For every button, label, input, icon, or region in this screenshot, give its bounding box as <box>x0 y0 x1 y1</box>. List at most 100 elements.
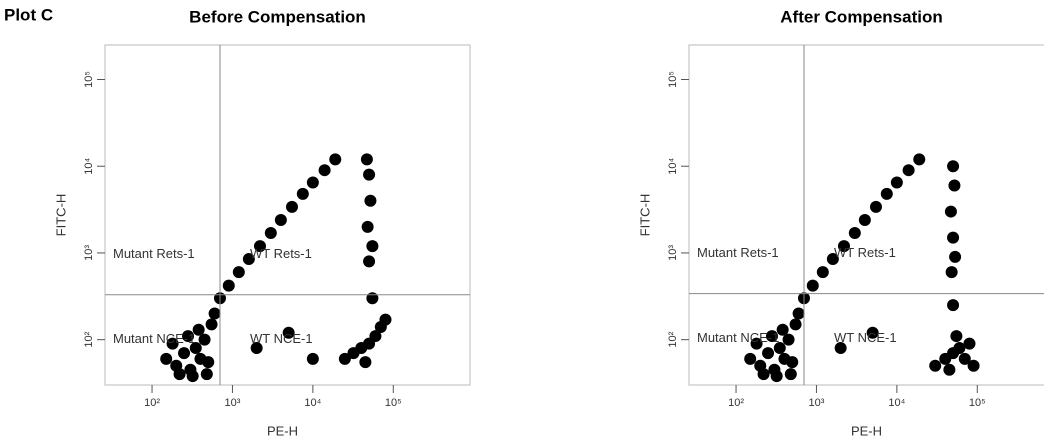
data-point <box>200 368 213 381</box>
data-point <box>253 240 266 253</box>
data-point <box>890 176 903 189</box>
panel-label: Plot C <box>4 5 53 24</box>
data-point <box>178 347 191 360</box>
data-point <box>902 164 915 177</box>
x-tick-label: 10² <box>144 397 160 409</box>
data-point <box>816 266 829 279</box>
y-axis-label: FITC-H <box>637 194 652 237</box>
y-axis-label: FITC-H <box>53 194 68 237</box>
x-tick-label: 10⁴ <box>304 397 321 409</box>
data-point <box>189 342 202 355</box>
x-tick-label: 10⁵ <box>385 397 402 409</box>
data-point <box>379 313 392 326</box>
data-point <box>947 160 960 173</box>
data-point <box>929 359 942 372</box>
y-tick-label: 10⁴ <box>83 157 95 174</box>
data-point <box>160 352 173 365</box>
data-point <box>306 176 319 189</box>
data-point <box>948 179 961 192</box>
y-tick-label: 10³ <box>83 245 95 261</box>
x-tick-label: 10⁵ <box>969 397 986 409</box>
data-point <box>789 318 802 331</box>
data-point <box>757 368 770 381</box>
data-point <box>765 330 778 343</box>
quadrant-label: Mutant Rets-1 <box>113 246 195 261</box>
data-point <box>784 368 797 381</box>
x-tick-label: 10² <box>728 397 744 409</box>
plot-frame <box>104 44 471 386</box>
y-tick-label: 10⁵ <box>83 71 95 88</box>
data-point <box>967 359 980 372</box>
data-point <box>944 205 957 218</box>
data-point <box>361 220 374 233</box>
data-point <box>222 279 235 292</box>
data-point <box>826 253 839 266</box>
data-point <box>792 307 805 320</box>
quadrant-label: WT NCE-1 <box>834 330 897 345</box>
y-tick-label: 10² <box>83 331 95 347</box>
data-point <box>837 240 850 253</box>
y-tick-label: 10⁵ <box>667 71 679 88</box>
x-axis-label: PE-H <box>267 423 298 438</box>
data-point <box>338 352 351 365</box>
data-point <box>762 347 775 360</box>
data-point <box>773 342 786 355</box>
y-tick-label: 10³ <box>667 245 679 261</box>
data-point <box>953 342 966 355</box>
quadrant-label: WT Rets-1 <box>250 246 312 261</box>
quadrant-label: Mutant NCE-1 <box>697 330 779 345</box>
data-point <box>359 356 372 369</box>
data-point <box>869 200 882 213</box>
data-point <box>834 342 847 355</box>
data-point <box>202 356 215 369</box>
data-point <box>232 266 245 279</box>
data-point <box>945 266 958 279</box>
x-tick-label: 10³ <box>808 397 824 409</box>
data-point <box>205 318 218 331</box>
plot: After Compensation PE-H FITC-H 10² 10³ 10⁴ 10⁵… <box>637 7 1044 438</box>
plot-frame <box>688 44 1044 386</box>
data-point <box>947 231 960 244</box>
quadrant-label: WT NCE-1 <box>250 331 313 346</box>
data-point <box>913 153 926 166</box>
data-point <box>329 153 342 166</box>
data-point <box>250 342 263 355</box>
data-point <box>958 352 971 365</box>
chart-title: After Compensation <box>780 7 942 26</box>
data-point <box>364 194 377 207</box>
quadrant-label: Mutant Rets-1 <box>697 245 779 260</box>
data-point <box>192 323 205 336</box>
data-point <box>880 187 893 200</box>
data-point <box>363 168 376 181</box>
data-point <box>173 368 186 381</box>
data-point <box>366 240 379 253</box>
data-point <box>866 326 879 339</box>
data-point <box>274 213 287 226</box>
data-point <box>949 250 962 263</box>
x-tick-label: 10³ <box>224 397 240 409</box>
data-point <box>782 333 795 346</box>
data-point <box>858 213 871 226</box>
data-point <box>744 352 757 365</box>
data-point <box>264 226 277 239</box>
chart-title: Before Compensation <box>189 7 366 26</box>
data-point <box>282 326 295 339</box>
data-point <box>242 253 255 266</box>
data-point <box>198 333 211 346</box>
data-point <box>366 292 379 305</box>
data-point <box>360 153 373 166</box>
data-point <box>848 226 861 239</box>
data-point <box>186 370 199 383</box>
data-point <box>950 330 963 343</box>
data-point <box>786 356 799 369</box>
data-point <box>776 323 789 336</box>
data-point <box>363 255 376 268</box>
data-point <box>770 370 783 383</box>
data-point <box>208 307 221 320</box>
quadrant-label: Mutant NCE-1 <box>113 331 195 346</box>
quadrant-label: WT Rets-1 <box>834 245 896 260</box>
x-tick-label: 10⁴ <box>888 397 905 409</box>
data-point <box>947 299 960 312</box>
data-point <box>318 164 331 177</box>
